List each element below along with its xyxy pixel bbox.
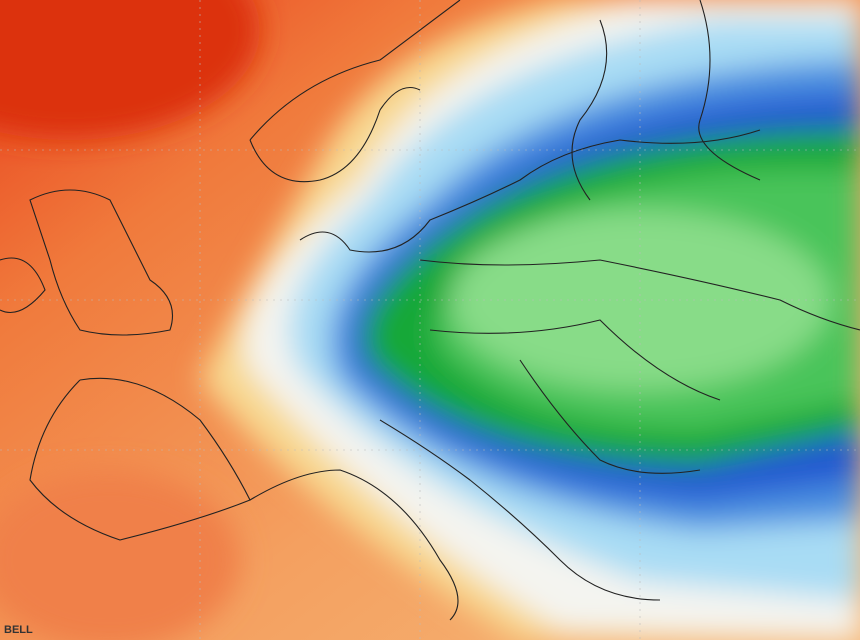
watermark: BELL — [4, 624, 33, 636]
warm-core — [0, 0, 260, 140]
warm-area — [0, 470, 240, 640]
green-light — [450, 210, 830, 390]
coastlines — [0, 0, 860, 621]
